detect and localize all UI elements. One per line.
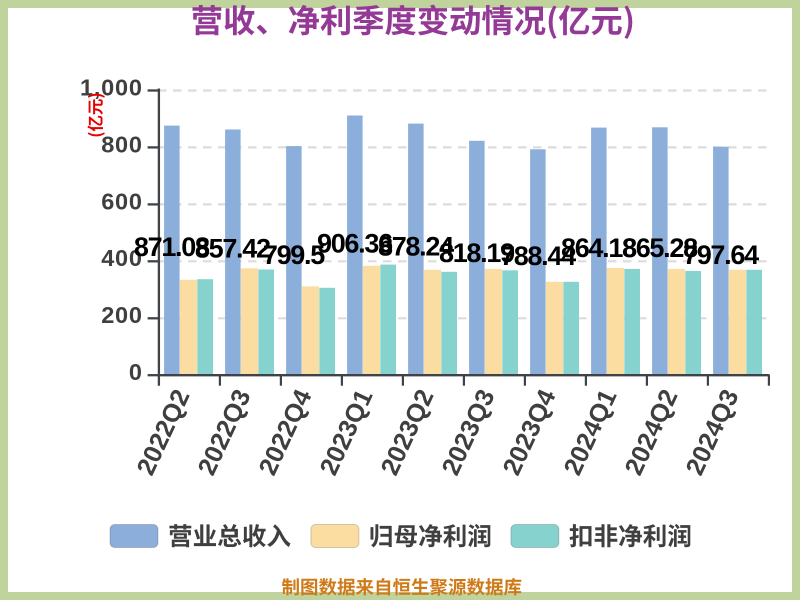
svg-text:200: 200 <box>101 302 143 328</box>
svg-text:906.36: 906.36 <box>317 229 393 259</box>
svg-text:0: 0 <box>129 359 143 385</box>
svg-text:878.24: 878.24 <box>378 232 454 262</box>
svg-text:400: 400 <box>101 245 143 271</box>
svg-text:800: 800 <box>101 131 143 157</box>
svg-text:600: 600 <box>101 188 143 214</box>
svg-text:865.28: 865.28 <box>622 233 698 263</box>
svg-text:799.5: 799.5 <box>263 240 325 270</box>
svg-text:797.64: 797.64 <box>683 240 759 270</box>
svg-text:864.18: 864.18 <box>561 233 637 263</box>
svg-text:788.44: 788.44 <box>500 241 576 271</box>
svg-text:857.42: 857.42 <box>195 234 270 264</box>
svg-text:871.08: 871.08 <box>134 232 210 262</box>
svg-text:818.19: 818.19 <box>439 238 515 268</box>
